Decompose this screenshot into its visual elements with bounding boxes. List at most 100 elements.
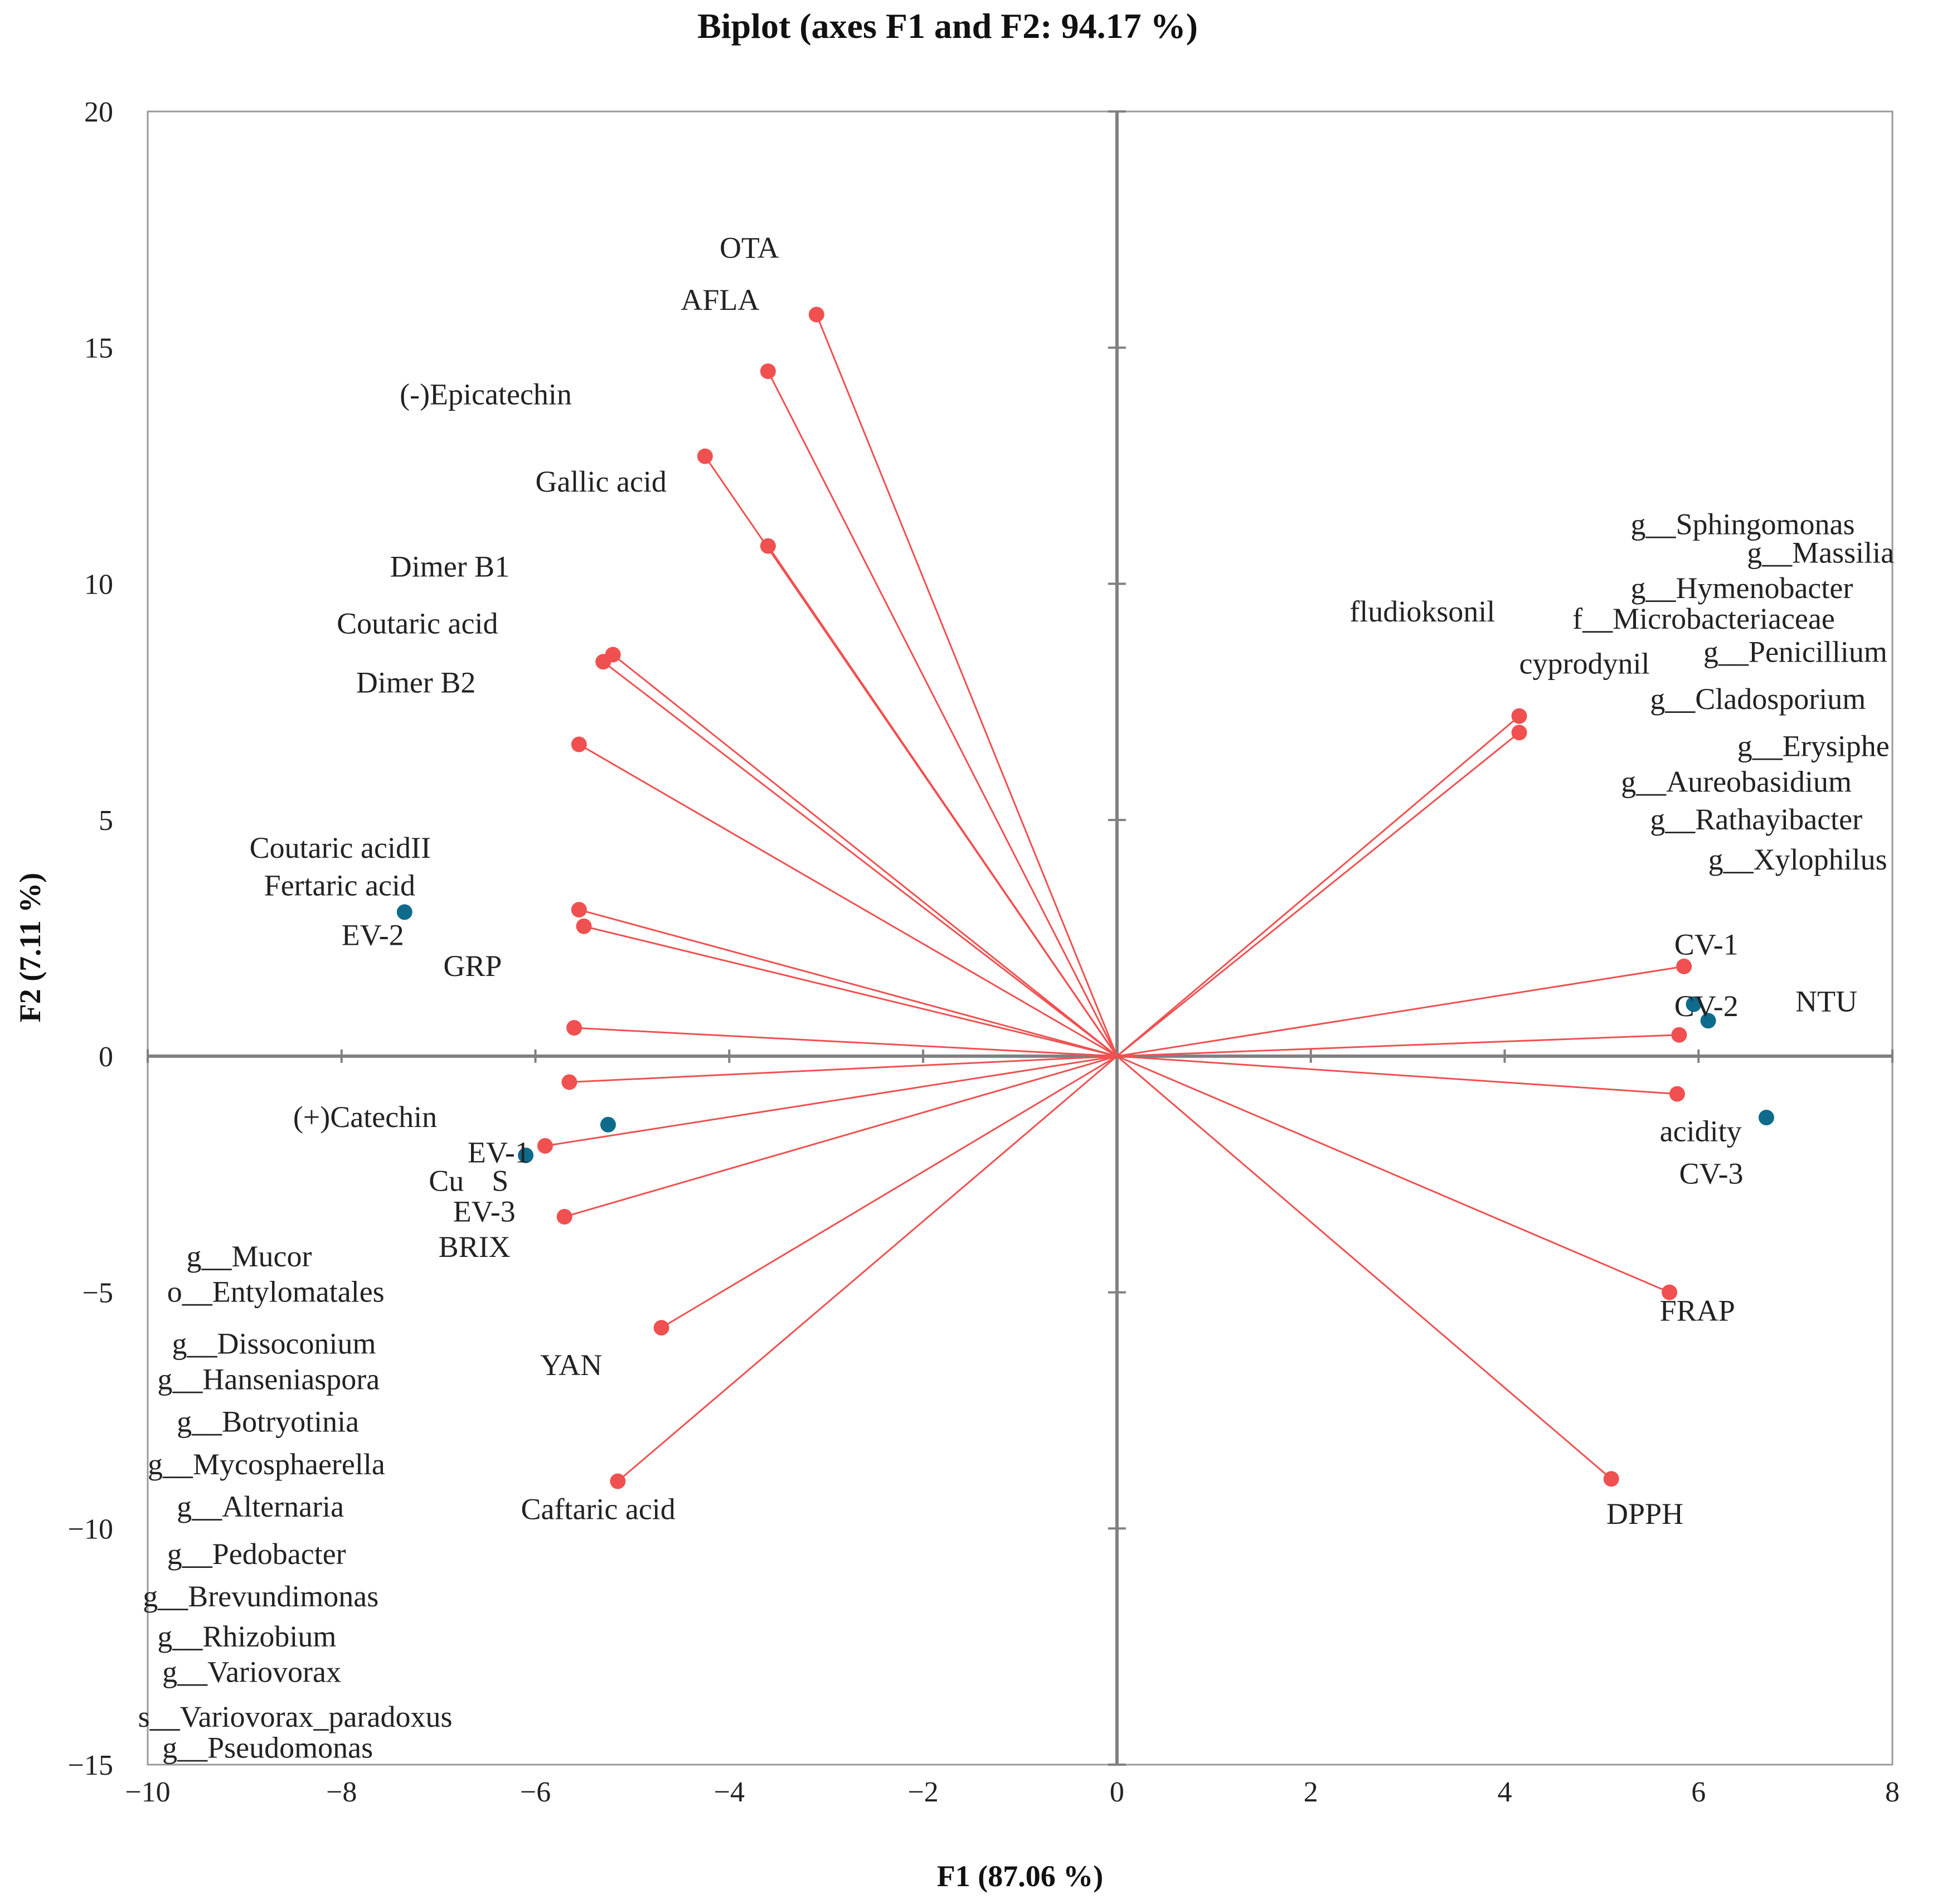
point-label: g__Mucor <box>187 1240 312 1273</box>
variable-point <box>1671 1027 1687 1043</box>
variable-vector <box>661 1055 1118 1329</box>
point-label: Gallic acid <box>536 465 667 498</box>
variable-point <box>1676 958 1692 974</box>
y-tick-label: −10 <box>68 1513 113 1545</box>
point-label: g__Sphingomonas <box>1631 507 1855 541</box>
plot-frame <box>147 110 1893 1766</box>
observation-point <box>1686 996 1702 1012</box>
y-tick-label: 15 <box>84 333 113 365</box>
chart-title: Biplot (axes F1 and F2: 94.17 %) <box>697 6 1198 46</box>
x-tick-label: 8 <box>1885 1776 1900 1808</box>
variable-point <box>537 1138 553 1154</box>
point-label: g__Variovorax <box>162 1655 341 1689</box>
variable-point <box>1511 708 1527 724</box>
point-label: Caftaric acid <box>521 1492 675 1526</box>
variable-point <box>808 307 824 323</box>
point-label: Fertaric acid <box>264 869 415 902</box>
point-labels: OTA AFLA (-)Epicatechin Gallic acid Dimer B1… <box>138 231 1895 1765</box>
variable-vector <box>1116 732 1520 1057</box>
point-label: CV-3 <box>1679 1157 1743 1191</box>
variable-point <box>610 1473 626 1489</box>
variable-vector <box>574 1027 1117 1057</box>
x-tick-label: 6 <box>1691 1776 1706 1808</box>
y-tick-label: 0 <box>99 1041 113 1073</box>
variable-vector <box>1116 1055 1670 1293</box>
point-label: Coutaric acidII <box>250 831 431 864</box>
x-tick-label: −2 <box>907 1776 938 1808</box>
variable-point <box>566 1020 582 1036</box>
variable-point <box>697 448 713 464</box>
point-label: Cu <box>429 1164 464 1197</box>
point-label: g__Rhizobium <box>157 1620 336 1653</box>
x-tick-label: 2 <box>1304 1776 1318 1808</box>
observation-point <box>396 904 412 920</box>
variable-point <box>760 363 776 380</box>
point-label: g__Penicillium <box>1703 635 1887 668</box>
point-label: g__Alternaria <box>177 1490 344 1523</box>
point-label: DPPH <box>1606 1497 1683 1531</box>
variable-point <box>571 736 587 752</box>
y-tick-label: −5 <box>82 1278 113 1309</box>
zero-axes <box>147 110 1893 1766</box>
point-label: Dimer B1 <box>390 550 509 584</box>
variable-vector <box>767 545 1118 1057</box>
variable-point <box>760 538 776 554</box>
y-tick-label: 20 <box>84 96 113 128</box>
variable-point <box>595 654 611 670</box>
point-label: g__Aureobasidium <box>1621 765 1852 798</box>
point-label: g__Pedobacter <box>167 1537 346 1571</box>
point-label: EV-2 <box>342 919 404 952</box>
point-label: g__Dissoconium <box>172 1327 376 1361</box>
point-label: EV-1 <box>468 1136 530 1169</box>
variable-vector <box>579 909 1118 1057</box>
point-label: YAN <box>540 1348 602 1382</box>
observation-point <box>600 1116 616 1133</box>
variable-vector <box>1116 1034 1679 1057</box>
point-label: g__Hymenobacter <box>1631 571 1853 605</box>
x-tick-label: −10 <box>125 1776 170 1808</box>
variable-point <box>576 918 592 934</box>
point-label: g__Pseudomonas <box>162 1731 373 1764</box>
point-label: CV-2 <box>1674 989 1739 1023</box>
point-label: o__Entylomatales <box>167 1275 385 1309</box>
x-tick-label: −6 <box>520 1776 551 1808</box>
point-label: g__Xylophilus <box>1708 843 1887 876</box>
variable-vector <box>584 925 1118 1057</box>
variable-vector <box>569 1055 1117 1083</box>
variable-point <box>556 1208 572 1225</box>
variable-point <box>571 902 587 918</box>
point-label: f__Microbacteriaceae <box>1572 602 1835 635</box>
point-label: AFLA <box>681 283 759 317</box>
variable-vector <box>612 654 1118 1057</box>
point-label: acidity <box>1660 1114 1742 1148</box>
variable-vectors <box>537 307 1692 1489</box>
point-label: g__Erysiphe <box>1737 730 1890 763</box>
point-label: (-)Epicatechin <box>400 377 572 411</box>
variable-vector <box>1116 965 1684 1057</box>
observation-point <box>1758 1110 1774 1126</box>
variable-vector <box>1116 715 1520 1057</box>
point-label: GRP <box>443 949 502 983</box>
x-tick-label: 0 <box>1110 1776 1124 1808</box>
x-axis-title: F1 (87.06 %) <box>937 1859 1103 1893</box>
point-label: (+)Catechin <box>293 1100 437 1134</box>
x-tick-label: −8 <box>326 1776 357 1808</box>
point-label: g__Cladosporium <box>1650 682 1866 716</box>
variable-vector <box>1116 1055 1678 1095</box>
point-label: g__Brevundimonas <box>143 1580 378 1613</box>
point-label: g__Massilia <box>1747 536 1894 569</box>
variable-vector <box>815 314 1118 1057</box>
observation-point <box>1700 1013 1716 1029</box>
variable-point <box>1662 1284 1678 1300</box>
point-label: fludioksonil <box>1349 595 1495 628</box>
variable-vector <box>617 1055 1118 1482</box>
y-axis-title: F2 (7.11 %) <box>13 873 47 1022</box>
point-label: S <box>492 1164 508 1197</box>
variable-point <box>1669 1086 1685 1102</box>
x-tick-label: −4 <box>714 1776 745 1808</box>
variable-vector <box>579 744 1118 1057</box>
variable-vector <box>545 1055 1118 1147</box>
point-label: BRIX <box>439 1230 511 1264</box>
observation-point <box>518 1147 534 1163</box>
point-label: CV-1 <box>1674 928 1739 961</box>
